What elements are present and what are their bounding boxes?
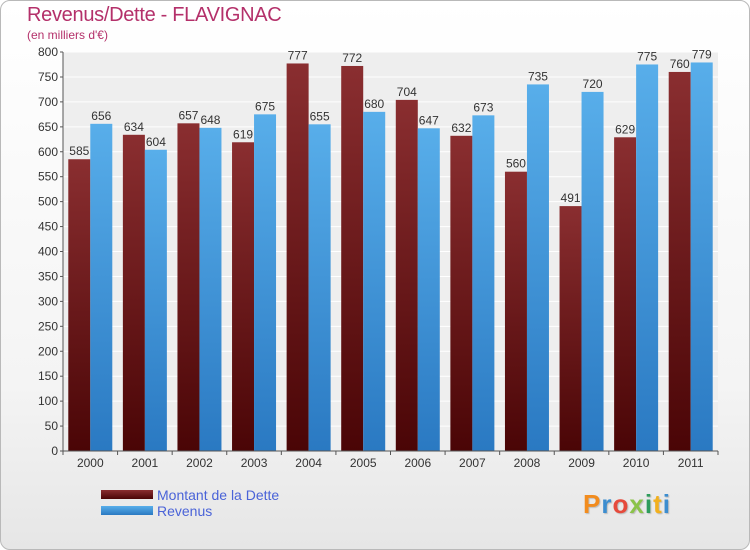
logo-letter: o bbox=[612, 489, 630, 519]
y-tick-label: 250 bbox=[38, 319, 58, 333]
grid bbox=[63, 51, 718, 452]
data-label-revenus-2004: 655 bbox=[310, 109, 330, 123]
bar-revenus-2003 bbox=[254, 114, 277, 451]
data-label-revenus-2011: 779 bbox=[692, 47, 712, 61]
data-label-dette-2000: 585 bbox=[69, 144, 89, 158]
bar-revenus-2002 bbox=[199, 127, 222, 451]
x-tick-label: 2009 bbox=[568, 456, 595, 470]
chart-title: Revenus/Dette - FLAVIGNAC bbox=[27, 4, 282, 26]
bar-dette-2004 bbox=[286, 63, 309, 451]
bar-dette-2007 bbox=[450, 135, 473, 452]
data-label-revenus-2000: 656 bbox=[91, 109, 111, 123]
data-label-dette-2002: 657 bbox=[178, 108, 198, 122]
data-label-dette-2004: 777 bbox=[288, 48, 308, 62]
data-label-revenus-2002: 648 bbox=[200, 113, 220, 127]
data-label-dette-2008: 560 bbox=[506, 157, 526, 171]
x-tick-label: 2011 bbox=[678, 456, 704, 470]
y-tick-label: 550 bbox=[38, 170, 58, 184]
logo-letter: i bbox=[644, 489, 654, 519]
logo-letter: r bbox=[601, 489, 613, 519]
bar-revenus-2010 bbox=[636, 64, 659, 451]
bar-dette-2003 bbox=[232, 142, 255, 451]
data-label-dette-2001: 634 bbox=[124, 120, 144, 134]
bar-revenus-2011 bbox=[690, 62, 713, 451]
proxiti-logo: Proxiti bbox=[583, 489, 671, 520]
x-tick-label: 2007 bbox=[459, 456, 486, 470]
bar-dette-2009 bbox=[559, 206, 582, 451]
data-label-dette-2010: 629 bbox=[615, 122, 635, 136]
bar-dette-2002 bbox=[177, 123, 200, 451]
data-label-revenus-2006: 647 bbox=[419, 113, 439, 127]
bar-revenus-2000 bbox=[90, 123, 113, 451]
logo-letter: t bbox=[653, 489, 663, 519]
y-tick-label: 600 bbox=[38, 145, 58, 159]
logo-letter: P bbox=[583, 489, 602, 519]
bar-revenus-2008 bbox=[526, 84, 549, 451]
data-label-revenus-2007: 673 bbox=[473, 100, 493, 114]
y-tick-label: 300 bbox=[38, 294, 58, 308]
y-tick-label: 450 bbox=[38, 220, 58, 234]
bar-revenus-2001 bbox=[144, 149, 167, 451]
bars bbox=[68, 62, 713, 452]
bar-revenus-2007 bbox=[472, 115, 495, 451]
bar-dette-2010 bbox=[614, 137, 637, 451]
chart-subtitle: (en milliers d'€) bbox=[27, 28, 108, 42]
x-tick-label: 2002 bbox=[186, 456, 213, 470]
bar-dette-2006 bbox=[395, 99, 418, 451]
bar-chart: 0 50 100 150 200 250 300 350 400 450 500 550 600 650 7… bbox=[38, 45, 719, 470]
x-tick-label: 2008 bbox=[514, 456, 541, 470]
bar-dette-2005 bbox=[341, 65, 364, 451]
data-label-revenus-2009: 720 bbox=[583, 77, 603, 91]
y-tick-label: 100 bbox=[38, 394, 58, 408]
x-tick-label: 2004 bbox=[295, 456, 322, 470]
data-label-revenus-2005: 680 bbox=[364, 97, 384, 111]
y-tick-label: 200 bbox=[38, 344, 58, 358]
y-tick-label: 150 bbox=[38, 369, 58, 383]
data-label-revenus-2001: 604 bbox=[146, 135, 166, 149]
bar-revenus-2006 bbox=[417, 128, 440, 451]
y-tick-label: 50 bbox=[45, 419, 59, 433]
data-label-revenus-2008: 735 bbox=[528, 69, 548, 83]
legend-label-revenus: Revenus bbox=[157, 503, 213, 519]
bar-revenus-2004 bbox=[308, 124, 331, 451]
data-label-revenus-2010: 775 bbox=[637, 49, 657, 63]
y-tick-label: 650 bbox=[38, 120, 58, 134]
bar-dette-2001 bbox=[122, 134, 145, 452]
data-label-revenus-2003: 675 bbox=[255, 99, 275, 113]
axes: 0 50 100 150 200 250 300 350 400 450 500 550 600 650 7… bbox=[38, 45, 719, 470]
bar-revenus-2005 bbox=[363, 111, 386, 451]
y-tick-label: 350 bbox=[38, 269, 58, 283]
y-tick-label: 0 bbox=[51, 444, 58, 458]
data-label-dette-2005: 772 bbox=[342, 51, 362, 65]
data-label-dette-2006: 704 bbox=[397, 85, 417, 99]
data-label-dette-2007: 632 bbox=[451, 121, 471, 135]
legend-swatch-revenus bbox=[101, 506, 153, 515]
legend-label-dette: Montant de la Dette bbox=[157, 487, 280, 503]
y-tick-label: 750 bbox=[38, 70, 58, 84]
x-tick-label: 2000 bbox=[77, 456, 104, 470]
y-tick-label: 500 bbox=[38, 195, 58, 209]
bar-revenus-2009 bbox=[581, 91, 604, 452]
x-tick-label: 2001 bbox=[132, 456, 159, 470]
bar-dette-2000 bbox=[68, 159, 91, 451]
legend-swatch-dette bbox=[101, 490, 153, 499]
data-label-dette-2009: 491 bbox=[561, 191, 581, 205]
y-tick-label: 400 bbox=[38, 245, 58, 259]
logo-letter: i bbox=[662, 489, 671, 519]
data-label-dette-2011: 760 bbox=[670, 57, 690, 71]
y-tick-label: 800 bbox=[38, 45, 58, 59]
data-label-dette-2003: 619 bbox=[233, 127, 253, 141]
x-tick-label: 2010 bbox=[623, 456, 650, 470]
bar-dette-2011 bbox=[668, 71, 691, 451]
logo-letter: x bbox=[629, 489, 645, 519]
x-tick-label: 2003 bbox=[241, 456, 268, 470]
x-tick-label: 2005 bbox=[350, 456, 377, 470]
y-tick-label: 700 bbox=[38, 95, 58, 109]
x-tick-label: 2006 bbox=[404, 456, 431, 470]
bar-dette-2008 bbox=[504, 171, 527, 451]
